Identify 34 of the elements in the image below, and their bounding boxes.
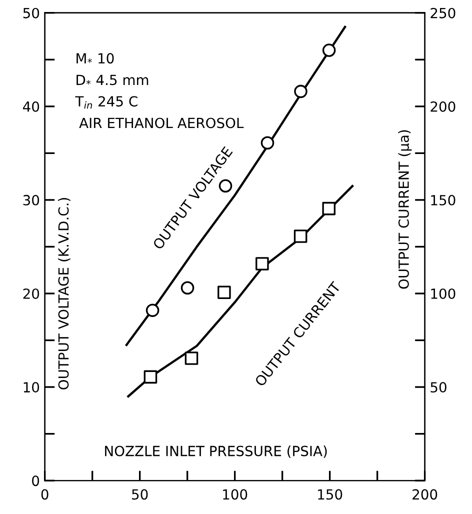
- point: [294, 84, 308, 98]
- y2-axis-title: OUTPUT CURRENT (μa): [398, 130, 412, 289]
- point: [180, 281, 194, 295]
- point: [144, 370, 158, 384]
- point: [184, 352, 198, 365]
- point: [322, 44, 336, 57]
- annotation: D$_{*}$ 4.5 mm: [76, 74, 148, 86]
- y-tick-label: 0: [32, 476, 40, 486]
- y2-tick-label: 100: [431, 288, 456, 299]
- y2-tick-label: 50: [430, 382, 446, 393]
- point: [256, 257, 269, 270]
- y2-tick-label: 200: [430, 101, 456, 112]
- x-tick-label: 100: [223, 489, 248, 500]
- annotation: M$_{*}$ 10: [76, 53, 114, 64]
- y-tick-label: 40: [22, 101, 40, 112]
- x-tick-label: 150: [318, 489, 342, 500]
- y-tick-label: 10: [24, 382, 40, 393]
- y-tick-label: 20: [23, 288, 40, 299]
- point: [294, 230, 308, 243]
- y-axis-title: OUTPUT VOLTAGE (K.V.D.C.): [58, 198, 70, 390]
- x-tick-label: 50: [132, 489, 148, 500]
- x-axis-title: NOZZLE INLET PRESSURE (PSIA): [105, 446, 327, 458]
- y-tick-label: 30: [23, 194, 40, 206]
- point: [218, 286, 231, 300]
- annotation: T$_{in}$ 245 C: [75, 96, 138, 109]
- point: [146, 304, 160, 317]
- x-tick-label: 0: [41, 489, 48, 500]
- y-tick-label: 50: [23, 8, 40, 18]
- y2-tick-label: 150: [431, 194, 456, 206]
- annotation: AIR ETHANOL AEROSOL: [79, 118, 244, 128]
- y2-tick-label: 250: [430, 8, 456, 18]
- point: [260, 136, 274, 150]
- x-tick-label: 200: [412, 489, 438, 500]
- point: [322, 202, 336, 216]
